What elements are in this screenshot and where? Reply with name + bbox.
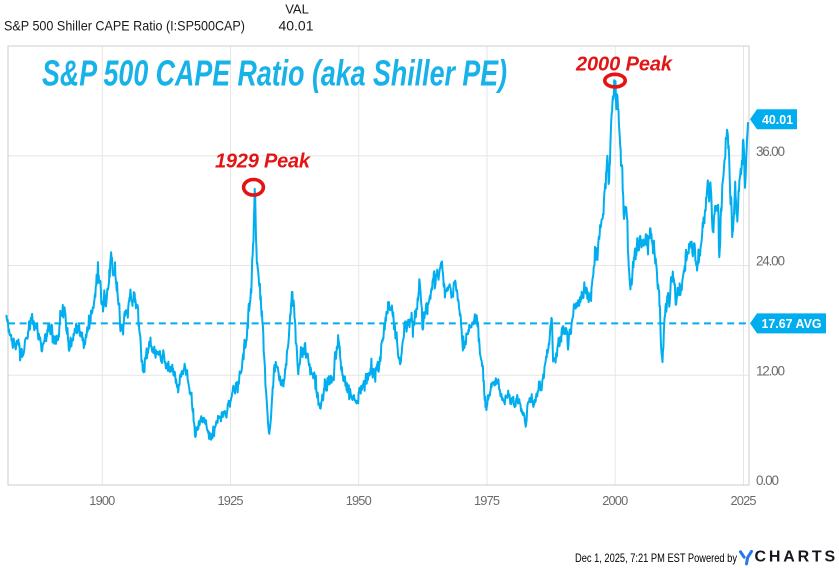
svg-text:36.00: 36.00 — [756, 144, 785, 159]
svg-text:1975: 1975 — [474, 493, 500, 508]
svg-text:VAL: VAL — [285, 2, 309, 17]
svg-text:S&P 500 Shiller CAPE Ratio (I:: S&P 500 Shiller CAPE Ratio (I:SP500CAP) — [4, 18, 245, 34]
svg-text:S&P 500 CAPE Ratio (aka Shille: S&P 500 CAPE Ratio (aka Shiller PE) — [42, 53, 507, 94]
svg-text:40.01: 40.01 — [279, 18, 314, 34]
svg-text:24.00: 24.00 — [756, 254, 785, 269]
svg-text:1925: 1925 — [218, 493, 244, 508]
svg-text:17.67 AVG: 17.67 AVG — [762, 317, 822, 331]
svg-text:1900: 1900 — [89, 493, 115, 508]
svg-text:1929 Peak: 1929 Peak — [215, 151, 311, 173]
svg-text:2000: 2000 — [602, 493, 628, 508]
svg-text:0.00: 0.00 — [756, 473, 779, 488]
svg-text:CHARTS: CHARTS — [755, 549, 838, 566]
svg-text:1950: 1950 — [346, 493, 372, 508]
svg-text:2025: 2025 — [731, 493, 757, 508]
svg-text:Dec 1, 2025, 7:21 PM EST Power: Dec 1, 2025, 7:21 PM EST Powered by — [575, 551, 737, 565]
svg-text:2000 Peak: 2000 Peak — [575, 54, 673, 76]
svg-text:12.00: 12.00 — [756, 364, 785, 379]
svg-text:40.01: 40.01 — [762, 113, 793, 127]
